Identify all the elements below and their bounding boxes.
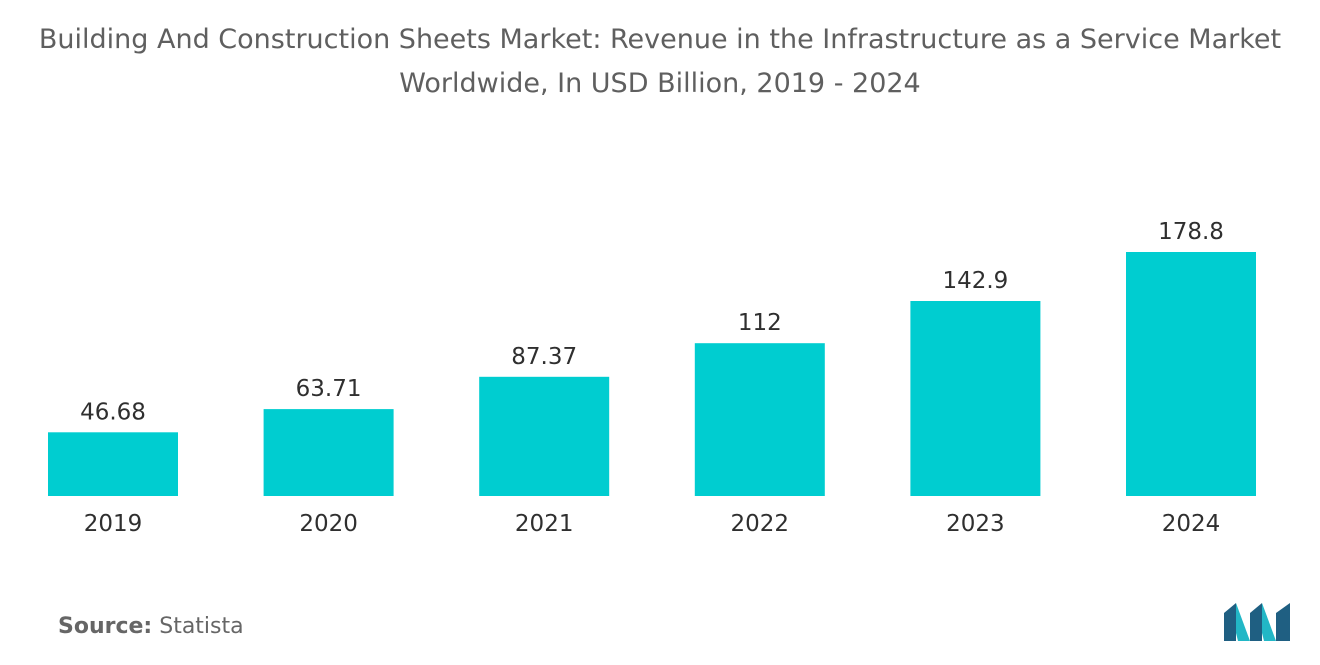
bar-2022 xyxy=(694,343,825,496)
logo-shape-4 xyxy=(1262,603,1276,641)
value-label-2024: 178.8 xyxy=(1158,219,1224,245)
x-tick-label-2020: 2020 xyxy=(299,511,358,537)
value-label-2020: 63.71 xyxy=(296,376,362,402)
logo-shape-3 xyxy=(1250,603,1262,641)
value-label-2019: 46.68 xyxy=(80,399,146,425)
value-label-2022: 112 xyxy=(738,310,782,336)
bar-2021 xyxy=(479,376,610,496)
bar-2023 xyxy=(910,301,1041,496)
bar-2019 xyxy=(48,432,178,496)
x-tick-label-2022: 2022 xyxy=(731,511,790,537)
source-value: Statista xyxy=(159,614,244,639)
bar-2020 xyxy=(263,409,394,496)
x-tick-label-2021: 2021 xyxy=(515,511,574,537)
bar-chart: 46.68 2019 63.71 2020 87.37 2021 112 2022 142.9 2… xyxy=(48,219,1256,537)
value-label-2023: 142.9 xyxy=(942,268,1008,294)
x-tick-label-2023: 2023 xyxy=(946,511,1005,537)
logo-shape-1 xyxy=(1224,603,1236,641)
logo-shape-2 xyxy=(1236,603,1250,641)
chart-title-line-2: Worldwide, In USD Billion, 2019 - 2024 xyxy=(399,68,921,99)
bar-2024 xyxy=(1126,252,1256,496)
x-tick-label-2024: 2024 xyxy=(1162,511,1221,537)
chart-title: Building And Construction Sheets Market:… xyxy=(0,18,1320,106)
x-tick-label-2019: 2019 xyxy=(84,511,143,537)
chart-title-line-1: Building And Construction Sheets Market:… xyxy=(38,24,1282,55)
logo-shape-5 xyxy=(1276,603,1290,641)
value-label-2021: 87.37 xyxy=(511,344,577,370)
source-label: Source: xyxy=(58,614,153,639)
mordor-intelligence-logo-icon xyxy=(1224,603,1290,641)
source-note: Source: Statista xyxy=(58,614,244,639)
